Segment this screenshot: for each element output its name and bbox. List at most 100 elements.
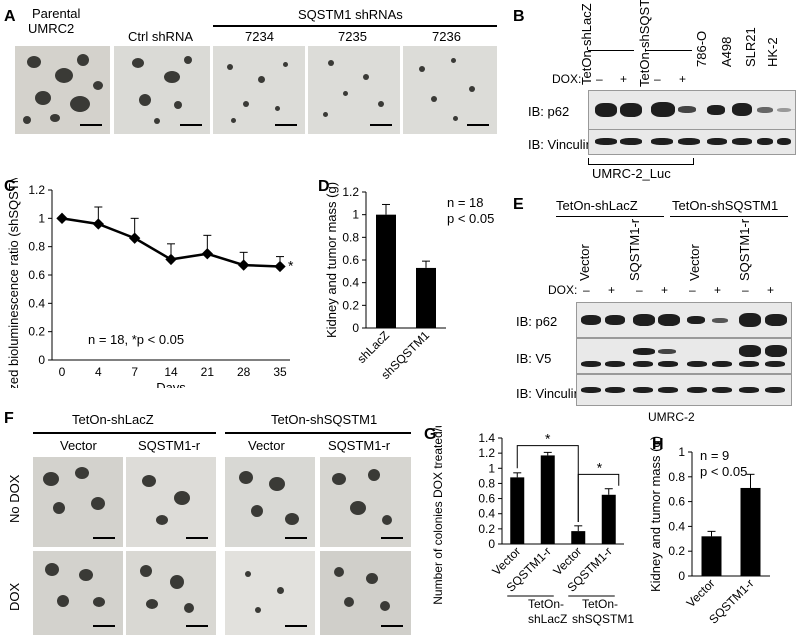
colony-image-7234 <box>213 46 305 134</box>
lane-hk2: HK-2 <box>765 37 780 67</box>
umrc2-e-label: UMRC-2 <box>648 410 695 424</box>
f-col-vector-1: Vector <box>60 438 97 453</box>
panel-f-letter: F <box>4 410 14 427</box>
dox-sign: + <box>714 283 722 297</box>
y-tick-label: 1.2 <box>478 446 495 460</box>
e-cond: Vector <box>687 244 702 281</box>
bar <box>510 477 525 544</box>
f-image-lacz-sqstm1r-dox <box>126 551 216 635</box>
y-tick-label: 0 <box>488 537 495 551</box>
y-tick-label: 0.2 <box>478 522 495 536</box>
x-tick-label: 14 <box>164 365 178 379</box>
colony-image-7235 <box>308 46 400 134</box>
data-point <box>238 259 250 271</box>
shrna-7234-label: 7234 <box>245 29 274 44</box>
ib-p62-e: IB: p62 <box>516 314 558 329</box>
y-tick-label: 1.2 <box>28 183 45 197</box>
dox-sign: – <box>742 283 749 297</box>
y-tick-label: 0.8 <box>342 230 359 244</box>
lane-slr21: SLR21 <box>743 27 758 67</box>
f-col-vector-2: Vector <box>248 438 285 453</box>
data-point <box>92 218 104 230</box>
g-group1-line2: shLacZ <box>528 612 568 626</box>
x-tick-label: 35 <box>273 365 287 379</box>
lane-a498: A498 <box>719 36 734 67</box>
bar <box>376 214 396 328</box>
lane-786o: 786-O <box>694 30 709 67</box>
y-tick-label: 1.4 <box>478 431 495 445</box>
umrc2luc-bracket <box>588 158 694 165</box>
lane-tetshsqstm1-b: TetOn-shSQSTM1 <box>637 0 652 87</box>
f-image-sqstm1-vector-nodox <box>225 457 315 547</box>
data-point <box>201 248 213 260</box>
y-axis-label: Normalized bioluminescence ratio (shSQST… <box>6 178 21 388</box>
dox-sign: + <box>608 283 616 297</box>
y-tick-label: 0.2 <box>28 325 45 339</box>
y-tick-label: 0.6 <box>342 253 359 267</box>
sqstm1-shrnas-label: SQSTM1 shRNAs <box>298 7 403 22</box>
y-tick-label: 0.8 <box>28 240 45 254</box>
blot-vinculin-b <box>588 129 796 155</box>
data-point <box>274 260 286 273</box>
panel-d-letter: D <box>318 178 330 195</box>
f-image-lacz-sqstm1r-nodox <box>126 457 216 547</box>
chart-c-annotation: n = 18, *p < 0.05 <box>88 332 185 347</box>
x-tick-label: 0 <box>59 365 66 379</box>
y-axis-label: Kidney and tumor mass (g) <box>648 436 663 592</box>
panel-c-letter: C <box>4 178 16 195</box>
bar <box>701 536 722 576</box>
e-cond: SQSTM1-r <box>627 218 642 281</box>
chart-d-annotation-n: n = 18 <box>447 195 484 210</box>
y-tick-label: 0.6 <box>478 492 495 506</box>
ctrl-shrna-label: Ctrl shRNA <box>128 29 194 44</box>
blot-vinculin-e <box>576 374 792 406</box>
dox-sign: – <box>654 72 661 86</box>
dox-sign: – <box>689 283 696 297</box>
f-image-lacz-vector-nodox <box>33 457 123 547</box>
y-tick-label: 0 <box>38 353 45 367</box>
colony-image-ctrl <box>114 46 210 134</box>
f-image-sqstm1-vector-dox <box>225 551 315 635</box>
colony-image-parental <box>15 46 110 134</box>
umrc2-label: UMRC2 <box>28 21 75 36</box>
bar <box>416 267 436 328</box>
x-axis-label: Days <box>156 380 186 388</box>
y-tick-label: 1 <box>488 461 495 475</box>
dox-sign: + <box>679 72 687 86</box>
significance-star: * <box>288 258 294 274</box>
y-tick-label: 0.4 <box>668 519 685 533</box>
y-tick-label: 0.8 <box>668 470 685 484</box>
y-tick-label: 1 <box>678 445 685 459</box>
bar <box>540 455 555 544</box>
x-tick-label: shLacZ <box>354 328 392 366</box>
x-tick-label: 21 <box>201 365 215 379</box>
y-tick-label: 0.2 <box>668 544 685 558</box>
f-group-lacz: TetOn-shLacZ <box>72 412 154 427</box>
panel-g-letter: G <box>424 426 437 443</box>
x-tick-label: 4 <box>95 365 102 379</box>
y-axis-label: Number of colonies DOX treated/untreated <box>431 426 445 605</box>
f-row-dox: DOX <box>7 582 22 611</box>
y-tick-label: 0.2 <box>342 298 359 312</box>
significance-star: * <box>545 431 551 447</box>
panel-h-letter: H <box>652 436 664 453</box>
shrna-7236-label: 7236 <box>432 29 461 44</box>
chart-d-annotation-p: p < 0.05 <box>447 211 495 226</box>
y-tick-label: 0.4 <box>28 296 45 310</box>
f-col-sqstm1r-2: SQSTM1-r <box>328 438 391 453</box>
y-axis-label: Kidney and tumor mass (g) <box>324 182 339 338</box>
shrna-bracket-line <box>213 25 497 27</box>
data-point <box>129 232 141 244</box>
y-tick-label: 0.4 <box>342 276 359 290</box>
y-tick-label: 0.6 <box>28 268 45 282</box>
y-tick-label: 0.6 <box>668 495 685 509</box>
colony-image-7236 <box>403 46 497 134</box>
dox-sign: + <box>620 72 628 86</box>
significance-bracket <box>577 473 620 523</box>
dox-sign: – <box>596 72 603 86</box>
umrc2luc-label: UMRC-2_Luc <box>592 166 671 181</box>
y-tick-label: 0.4 <box>478 507 495 521</box>
e-group-lacz: TetOn-shLacZ <box>556 198 638 213</box>
parental-label: Parental <box>32 6 81 21</box>
